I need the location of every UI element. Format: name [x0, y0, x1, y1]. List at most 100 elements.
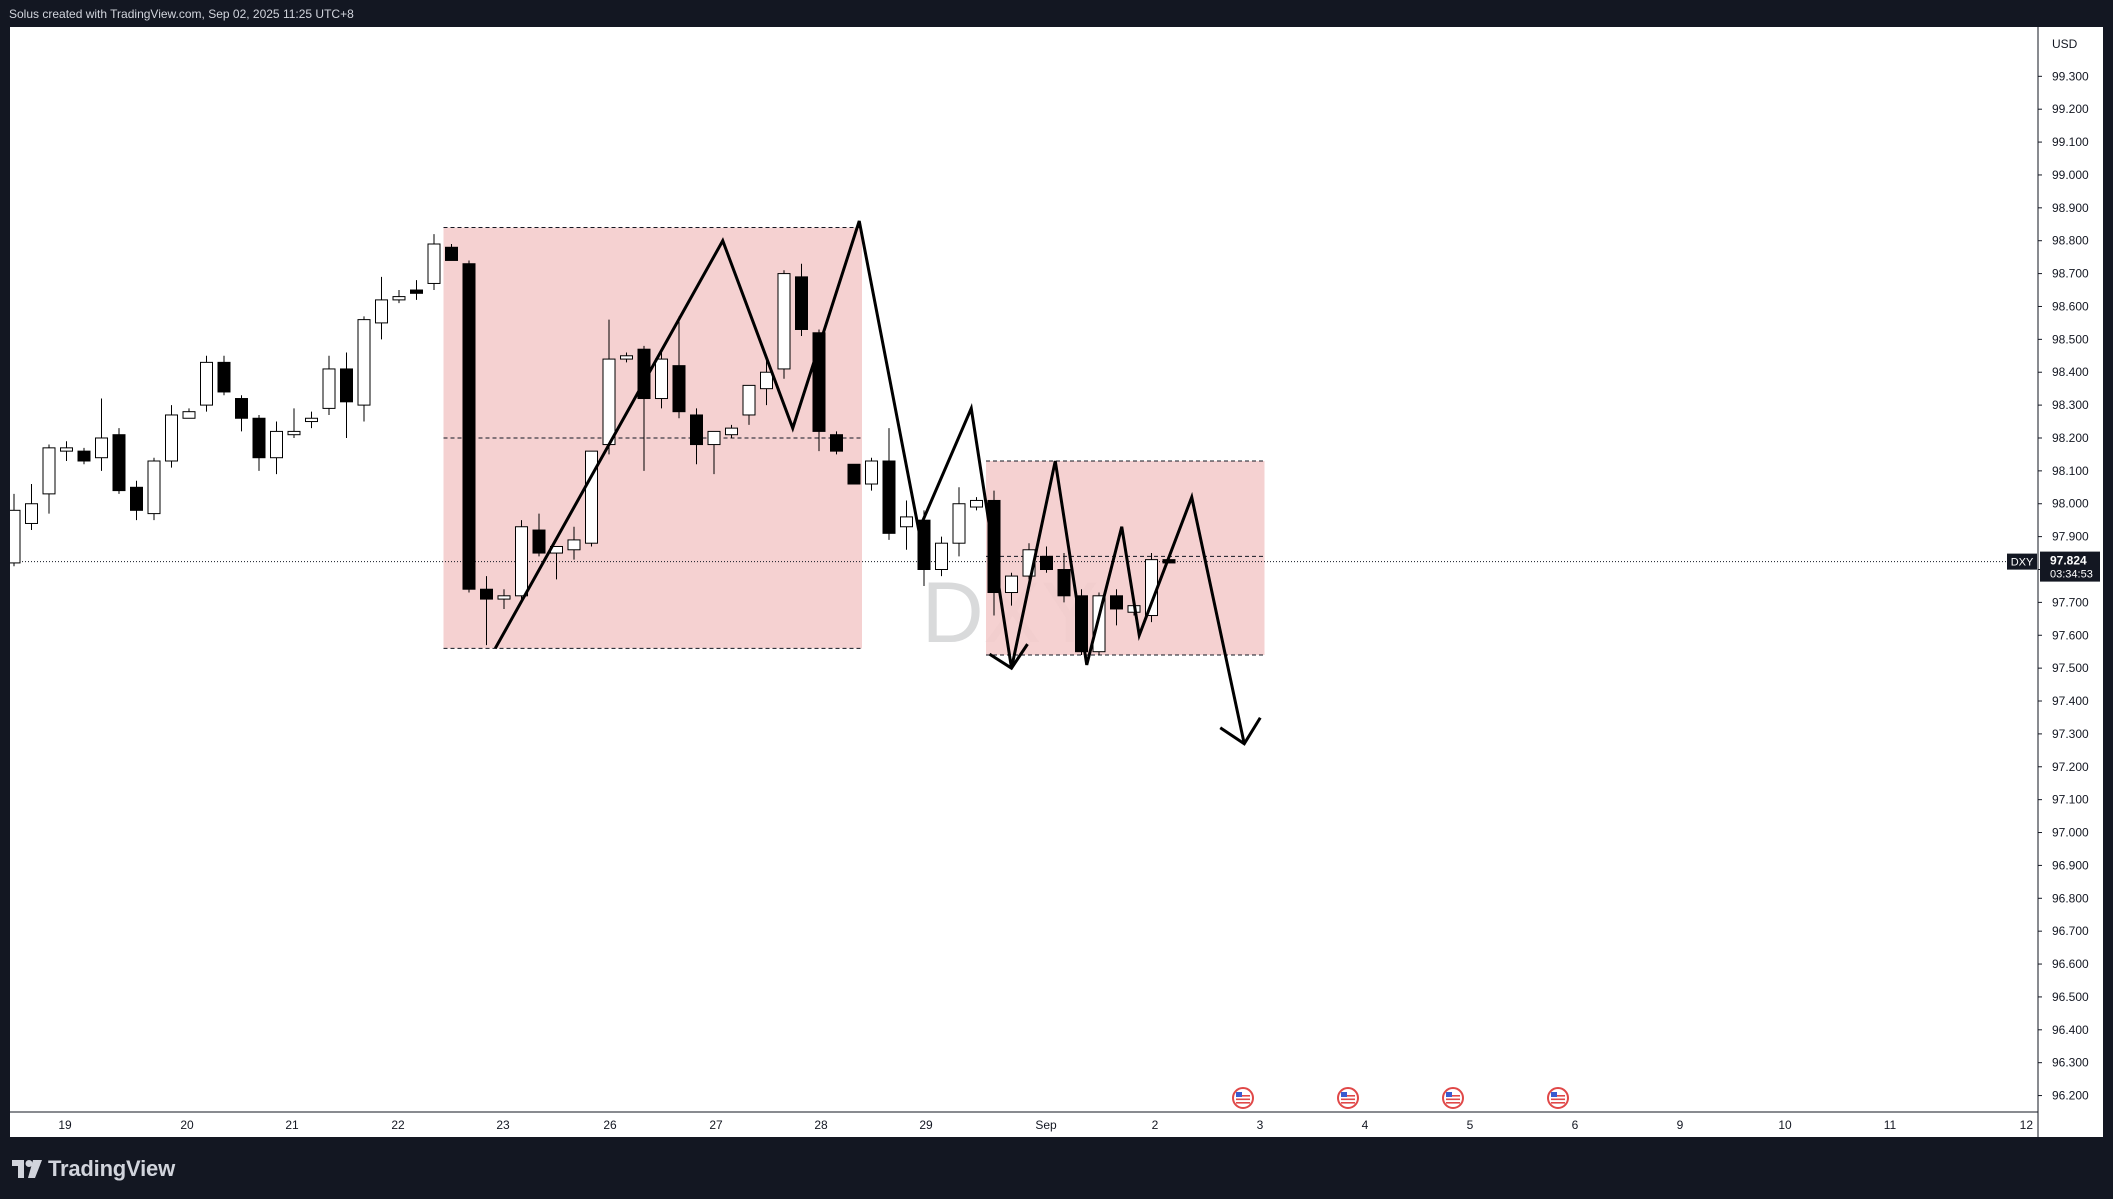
candle-down[interactable] — [340, 368, 353, 403]
candle-down[interactable] — [112, 434, 126, 492]
candle-down[interactable] — [130, 486, 143, 511]
price-tick-label: 98.600 — [2052, 299, 2089, 313]
candle-down[interactable] — [1040, 555, 1053, 571]
candle-up[interactable] — [182, 411, 196, 419]
currency-label: USD — [2052, 37, 2078, 51]
candle-up[interactable] — [900, 516, 913, 528]
price-tick-label: 97.100 — [2052, 793, 2089, 807]
price-tick-label: 97.400 — [2052, 694, 2089, 708]
bar-countdown: 03:34:53 — [2050, 569, 2093, 581]
time-tick-label: 2 — [1152, 1118, 1159, 1132]
candle-down[interactable] — [1057, 569, 1071, 597]
candle-down[interactable] — [77, 450, 91, 462]
time-tick-label: 22 — [391, 1118, 405, 1132]
price-tick-label: 98.300 — [2052, 398, 2089, 412]
candle-up[interactable] — [952, 503, 966, 544]
candle-up[interactable] — [1005, 575, 1018, 594]
price-tick-label: 98.800 — [2052, 234, 2089, 248]
range-zone-1[interactable] — [443, 227, 863, 649]
symbol-badge — [2007, 553, 2037, 570]
candle-down[interactable] — [462, 263, 476, 590]
time-tick-label: 10 — [1778, 1118, 1792, 1132]
candle-down[interactable] — [252, 417, 266, 459]
candle-up[interactable] — [760, 371, 773, 390]
candle-down[interactable] — [532, 529, 546, 554]
candle-up[interactable] — [742, 384, 756, 416]
caption-bar: Solus created with TradingView.com, Sep … — [0, 0, 2113, 27]
candle-up[interactable] — [777, 273, 791, 370]
time-tick-label: 9 — [1677, 1118, 1684, 1132]
candle-up[interactable] — [585, 450, 598, 544]
price-tick-label: 98.400 — [2052, 365, 2089, 379]
candle-up[interactable] — [567, 539, 581, 551]
price-tick-label: 98.000 — [2052, 497, 2089, 511]
candle-down[interactable] — [830, 434, 843, 452]
price-tick-label: 99.200 — [2052, 102, 2089, 116]
candle-down[interactable] — [410, 289, 423, 294]
tradingview-brand-text: TradingView — [48, 1156, 175, 1181]
candle-up[interactable] — [357, 319, 371, 406]
candle-up[interactable] — [375, 299, 388, 324]
candle-down[interactable] — [445, 246, 458, 261]
candle-up[interactable] — [10, 509, 21, 564]
candle-down[interactable] — [690, 414, 703, 446]
price-tick-label: 96.700 — [2052, 924, 2089, 938]
chart-area[interactable]: DXY USD 99.300 99.200 99.100 99.000 98.900 98.8… — [10, 27, 2103, 1137]
candle-down[interactable] — [480, 588, 493, 600]
tradingview-logo[interactable]: TradingView — [12, 1156, 175, 1182]
candle-up[interactable] — [287, 430, 301, 436]
candle-up[interactable] — [497, 595, 511, 600]
us-flag-icon[interactable] — [1232, 1087, 1254, 1109]
price-tick-label: 97.200 — [2052, 760, 2089, 774]
candle-up[interactable] — [305, 417, 318, 423]
candle-down[interactable] — [235, 398, 248, 419]
candle-up[interactable] — [427, 243, 441, 284]
candle-up[interactable] — [970, 499, 983, 508]
candle-down[interactable] — [882, 460, 896, 534]
candle-up[interactable] — [865, 460, 878, 485]
first-leg-arrowhead — [988, 643, 1029, 671]
candle-up[interactable] — [270, 430, 283, 459]
candle-down[interactable] — [1110, 595, 1123, 610]
us-flag-icon[interactable] — [1547, 1087, 1569, 1109]
price-tick-label: 99.000 — [2052, 168, 2089, 182]
candle-up[interactable] — [725, 427, 738, 436]
time-tick-label: 28 — [814, 1118, 828, 1132]
price-tick-label: 96.500 — [2052, 990, 2089, 1004]
candle-up[interactable] — [655, 358, 668, 400]
candle-up[interactable] — [25, 503, 38, 524]
time-tick-label: 6 — [1572, 1118, 1579, 1132]
candle-down[interactable] — [672, 365, 686, 413]
candle-up[interactable] — [935, 542, 948, 570]
candle-down[interactable] — [217, 361, 231, 393]
price-tick-label: 97.000 — [2052, 826, 2089, 840]
time-tick-label: 27 — [709, 1118, 723, 1132]
us-flag-icon[interactable] — [1442, 1087, 1464, 1109]
candle-up[interactable] — [165, 414, 178, 462]
chart-canvas[interactable]: DXY USD 99.300 99.200 99.100 99.000 98.900 98.8… — [10, 27, 2103, 1137]
price-tick-label: 98.900 — [2052, 201, 2089, 215]
price-tick-label: 97.900 — [2052, 530, 2089, 544]
candle-up[interactable] — [515, 526, 528, 597]
time-tick-label: 19 — [58, 1118, 72, 1132]
candle-up[interactable] — [42, 447, 56, 495]
candle-down[interactable] — [795, 276, 808, 330]
candle-up[interactable] — [620, 355, 633, 360]
last-price-badge — [2040, 551, 2100, 582]
candle-up[interactable] — [602, 358, 616, 446]
candle-up[interactable] — [95, 437, 108, 459]
price-tick-label: 98.700 — [2052, 267, 2089, 281]
candle-up[interactable] — [200, 361, 213, 406]
candle-up[interactable] — [147, 460, 161, 515]
candle-up[interactable] — [707, 430, 721, 446]
candle-up[interactable] — [392, 296, 406, 301]
candle-up[interactable] — [322, 368, 336, 409]
price-axis[interactable] — [2038, 27, 2103, 1137]
price-tick-label: 97.700 — [2052, 595, 2089, 609]
candle-up[interactable] — [60, 447, 73, 452]
candle-down[interactable] — [847, 463, 861, 485]
us-flag-icon[interactable] — [1337, 1087, 1359, 1109]
footer-bar — [0, 1137, 2113, 1199]
time-tick-label: 21 — [285, 1118, 299, 1132]
time-tick-label: Sep — [1035, 1118, 1057, 1132]
